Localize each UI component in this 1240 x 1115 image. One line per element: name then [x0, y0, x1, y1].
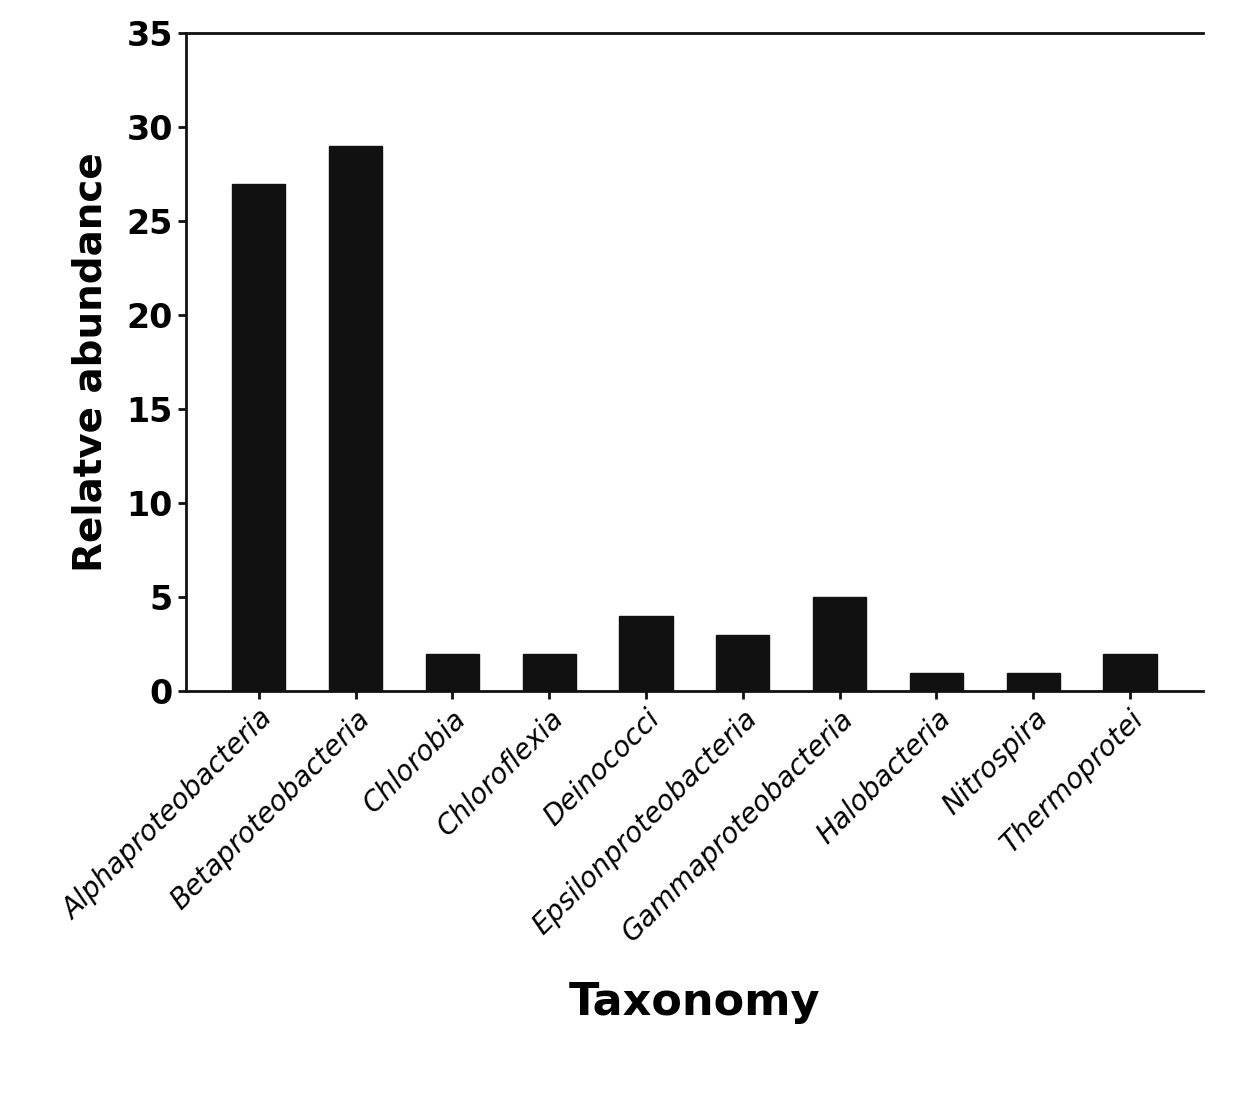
Bar [717, 634, 769, 691]
Bar [232, 184, 285, 691]
Bar [1007, 672, 1060, 691]
Bar [425, 653, 479, 691]
Bar [910, 672, 963, 691]
Bar [329, 146, 382, 691]
Bar [620, 617, 672, 691]
Y-axis label: Relatve abundance: Relatve abundance [72, 153, 109, 572]
Bar [1104, 653, 1157, 691]
Bar [813, 598, 867, 691]
Bar [522, 653, 575, 691]
X-axis label: Taxonomy: Taxonomy [569, 981, 820, 1025]
